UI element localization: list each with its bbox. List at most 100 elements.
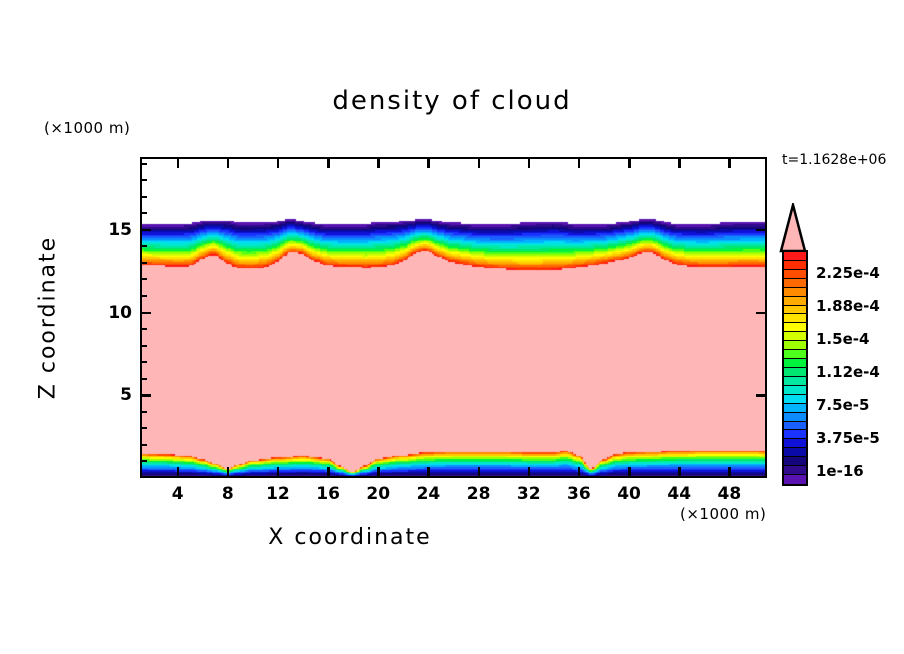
colorbar-swatch [784,367,806,377]
colorbar-swatch [784,359,806,368]
colorbar-tick-label: 1e-16 [816,462,864,481]
colorbar-swatch [784,314,806,324]
axis-tick [140,394,151,397]
axis-tick [427,467,430,478]
colorbar-swatch [784,332,806,342]
axis-tick [140,162,147,165]
axis-tick [628,157,631,168]
axis-tick [577,157,581,168]
colorbar-arrow-icon [779,203,807,253]
axis-tick [327,467,330,478]
contour-plot-canvas [140,157,767,478]
colorbar-swatch [784,439,806,449]
colorbar-tick-label: 1.5e-4 [816,329,870,348]
colorbar-swatch [784,466,806,476]
x-tick-label: 8 [221,484,234,504]
axis-tick [226,157,230,168]
colorbar-swatch [784,421,806,431]
colorbar-swatch [784,269,806,279]
axis-tick [140,228,151,232]
axis-tick [140,179,147,182]
x-tick-label: 36 [567,484,591,504]
x-tick-label: 20 [366,484,391,504]
axis-tick [140,460,147,463]
x-axis-units-label: (×1000 m) [680,505,767,523]
colorbar-swatch [784,403,806,413]
x-tick-label: 28 [466,484,491,504]
colorbar-swatch [784,394,806,404]
axis-tick [140,195,147,198]
axis-tick [728,157,731,168]
axis-tick [140,294,147,297]
colorbar-swatch [784,430,806,440]
x-tick-label: 40 [617,484,641,504]
y-axis-label: Z coordinate [35,235,61,400]
axis-tick [527,467,531,478]
x-axis-label: X coordinate [268,525,432,550]
axis-tick [226,467,230,478]
axis-tick [628,467,631,478]
x-tick-label: 24 [416,484,441,504]
colorbar-tick-label: 1.12e-4 [816,362,880,381]
axis-tick [377,157,380,168]
colorbar-swatch [784,278,806,288]
axis-tick [176,157,180,168]
y-tick-label: 10 [108,302,132,323]
colorbar-swatch [784,323,806,333]
colorbar-swatch [784,475,806,484]
axis-tick [756,311,767,315]
axis-tick [140,361,147,364]
axis-tick [140,427,147,430]
x-tick-label: 4 [171,484,184,504]
colorbar-swatch [784,287,806,297]
axis-tick [477,157,481,168]
colorbar-tick-label: 7.5e-5 [816,396,870,415]
page-title: density of cloud [332,86,572,116]
axis-tick [140,261,147,264]
y-axis-units-label: (×1000 m) [44,119,131,137]
axis-tick [140,344,147,347]
axis-tick [140,212,147,215]
colorbar-swatch [784,448,806,458]
axis-tick [477,467,481,478]
axis-tick [140,410,147,413]
time-annotation: t=1.1628e+06 [782,152,887,168]
axis-tick [176,467,180,478]
axis-tick [377,467,380,478]
x-tick-label: 44 [667,484,692,504]
axis-tick [728,467,731,478]
axis-tick [678,467,681,478]
colorbar-swatch [784,341,806,351]
axis-tick [678,157,681,168]
colorbar-swatch [784,457,806,467]
x-tick-label: 32 [516,484,541,504]
x-tick-label: 16 [316,484,340,504]
colorbar-tick-label: 2.25e-4 [816,263,880,282]
colorbar-swatch [784,260,806,270]
y-tick-label: 15 [108,219,132,240]
colorbar-swatch [784,350,806,360]
x-tick-label: 48 [717,484,742,504]
axis-tick [756,394,767,397]
colorbar-tick-label: 3.75e-5 [816,429,880,448]
axis-tick [427,157,430,168]
colorbar-tick-label: 1.88e-4 [816,296,880,315]
axis-tick [527,157,531,168]
axis-tick [577,467,581,478]
colorbar-swatch [784,305,806,315]
axis-tick [140,311,151,315]
y-tick-label: 5 [120,385,132,406]
axis-tick [140,245,147,248]
colorbar-swatch [784,296,806,306]
colorbar-swatch [784,376,806,386]
axis-tick [140,328,147,331]
axis-tick [276,467,280,478]
x-tick-label: 12 [266,484,290,504]
axis-tick [140,443,147,446]
axis-tick [140,377,147,380]
axis-tick [140,278,147,281]
colorbar-swatch [784,252,806,261]
axis-tick [276,157,280,168]
colorbar-swatch [784,385,806,395]
colorbar-gradient [782,250,808,486]
